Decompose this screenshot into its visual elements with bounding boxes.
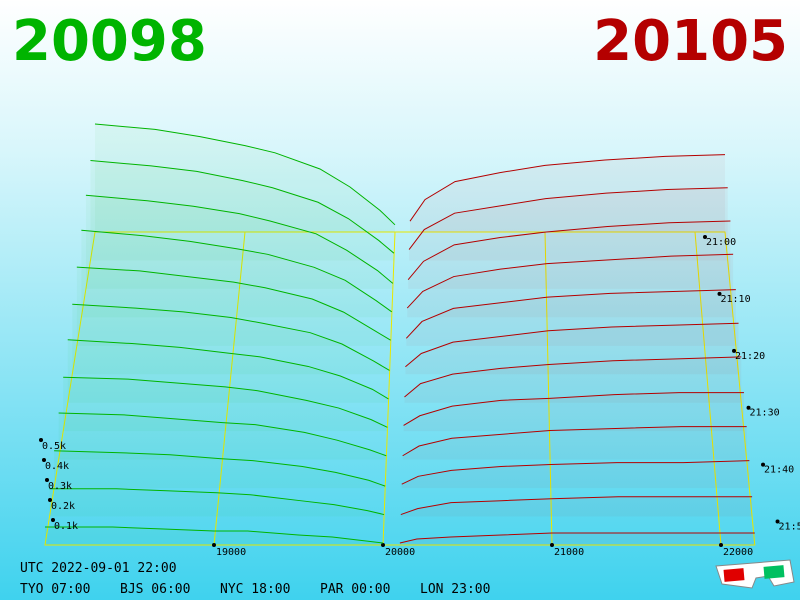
depth-area: [410, 154, 725, 232]
bid-depth-line: [63, 376, 388, 428]
y-tick-label: 0.1k: [54, 521, 78, 532]
zone-time: LON 23:00: [420, 582, 490, 597]
zone-time: BJS 06:00: [120, 582, 190, 597]
x-tick-label: 22000: [723, 547, 753, 558]
ask-depth-line: [405, 289, 736, 339]
depth-area: [405, 323, 739, 375]
bid-depth-line: [90, 159, 395, 254]
ask-depth-line: [407, 220, 731, 281]
bid-depth-line: [54, 450, 386, 487]
depth-area: [409, 187, 728, 261]
ask-depth-line: [406, 253, 734, 309]
plot: 19000 20000 21000 22000 21:00 21:10 21:20 21:30…: [39, 123, 800, 558]
depth-area: [402, 426, 747, 460]
grid-line: [694, 231, 722, 546]
time-tick-label: 21:40: [764, 465, 794, 476]
time-tick: [746, 405, 751, 410]
time-tick-label: 21:50: [779, 522, 800, 533]
bid-depth-line: [45, 526, 384, 544]
grid-line: [382, 231, 396, 546]
time-tick-label: 21:20: [735, 351, 765, 362]
zone-time: NYC 18:00: [220, 582, 290, 597]
time-tick-label: 21:10: [721, 294, 751, 305]
depth-area: [81, 230, 392, 318]
depth-area: [63, 377, 388, 432]
floor: [44, 231, 756, 546]
bid-depth-line: [67, 339, 389, 400]
ask-depth-line: [408, 187, 728, 250]
y-tick-label: 0.5k: [42, 441, 66, 452]
depth-area: [49, 488, 385, 517]
depth-area: [406, 289, 736, 346]
x-tick: [719, 543, 723, 547]
best-ask: 20105: [593, 9, 788, 74]
bid-depth-line: [81, 229, 393, 313]
depth-area: [404, 356, 742, 403]
glasses-icon: [715, 559, 795, 589]
depth-area: [407, 254, 734, 318]
y-tick-label: 0.2k: [51, 501, 75, 512]
grid-line: [544, 231, 553, 546]
utc-time: UTC 2022-09-01 22:00: [20, 561, 177, 576]
ask-depth-line: [409, 154, 726, 222]
depth-area: [95, 124, 395, 232]
depth-area: [408, 220, 731, 289]
ask-depth-line: [404, 356, 742, 398]
bid-depth-line: [94, 123, 396, 226]
depth-area: [76, 267, 391, 346]
y-tick: [51, 518, 55, 522]
y-tick-label: 0.4k: [45, 461, 69, 472]
bid-depth-line: [72, 303, 390, 371]
depth-area: [401, 460, 750, 489]
depth-area: [72, 304, 390, 375]
bid-depth-line: [76, 266, 391, 341]
ask-depth-line: [400, 496, 753, 516]
x-tick-label: 20000: [385, 547, 415, 558]
x-tick-label: 21000: [554, 547, 584, 558]
depth-area: [58, 412, 387, 460]
time-tick-label: 21:00: [706, 237, 736, 248]
depth-area: [45, 527, 383, 545]
x-tick: [381, 543, 385, 547]
y-tick: [48, 498, 52, 502]
depth-area: [54, 450, 386, 489]
depth-area: [67, 339, 389, 403]
time-tick-label: 21:30: [750, 408, 780, 419]
x-tick: [212, 543, 216, 547]
depth-area: [90, 160, 394, 261]
y-tick: [42, 458, 46, 462]
best-bid: 20098: [12, 9, 207, 74]
time-tick: [703, 235, 707, 239]
ask-depth-line: [399, 532, 755, 544]
y-tick: [39, 438, 43, 442]
time-tick: [775, 519, 780, 524]
time-tick: [732, 348, 737, 353]
y-tick-label: 0.3k: [48, 481, 72, 492]
ask-depth-line: [401, 460, 750, 485]
zone-time: TYO 07:00: [20, 582, 90, 597]
ask-depth-line: [405, 322, 739, 368]
x-tick: [550, 543, 554, 547]
bid-depth-line: [58, 412, 387, 457]
y-tick: [45, 478, 49, 482]
zone-time: PAR 00:00: [320, 582, 390, 597]
ask-depth-line: [403, 392, 744, 426]
depth-area: [85, 195, 393, 289]
bid-depth-line: [85, 194, 394, 284]
x-tick-label: 19000: [216, 547, 246, 558]
time-tick: [761, 462, 766, 467]
bid-depth-line: [49, 488, 385, 516]
time-tick: [717, 291, 722, 296]
ask-depth-line: [402, 426, 747, 457]
